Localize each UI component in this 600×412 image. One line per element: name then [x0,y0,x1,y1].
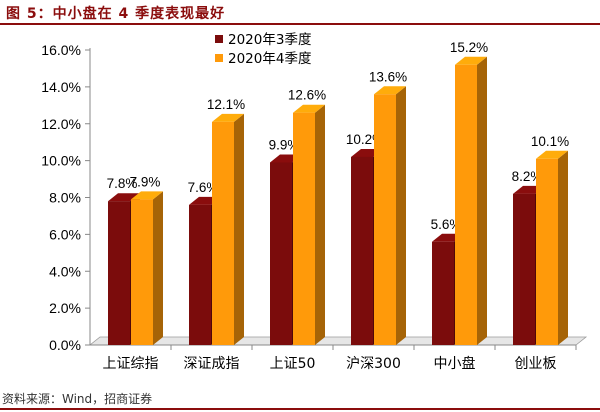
y-tick-label: 0.0% [49,337,81,353]
bar-q3 [432,241,454,345]
chart-floor [88,336,588,346]
bar-q4 [536,158,558,345]
x-tick-label: 中小盘 [434,355,476,372]
y-tick-label: 6.0% [49,226,81,242]
bar-q4-side [234,113,244,345]
bar-q4-label: 12.1% [207,97,245,112]
bar-q4-side [558,150,568,345]
bar-q4-label: 12.6% [288,88,326,103]
bar-q3 [351,156,373,345]
bar-q3 [513,193,535,345]
bar-q4-label: 7.9% [130,174,161,189]
bar-q3 [270,162,292,345]
legend-swatch [215,35,223,43]
bar-q4-top [293,104,325,113]
figure-title: 图 5：中小盘在 4 季度表现最好 [6,6,226,22]
y-tick-label: 10.0% [41,153,81,169]
bar-q4 [131,199,153,345]
bar-q3 [189,204,211,345]
bar-q4 [374,94,396,345]
legend-label: 2020年3季度 [228,32,311,48]
legend-label: 2020年4季度 [228,51,311,67]
bottom-rule [0,408,600,410]
x-tick-label: 上证50 [270,356,316,372]
bar-q4-top [374,86,406,95]
bar-q4-top [536,150,568,159]
y-tick-label: 16.0% [41,42,81,58]
bar-q4-side [315,104,325,345]
y-tick-label: 2.0% [49,300,81,316]
y-tick-label: 14.0% [41,79,81,95]
bar-q3-label: 5.6% [431,217,462,232]
bar-q4-label: 13.6% [369,69,407,84]
bar-q3 [108,201,130,345]
bar-q3-label: 9.9% [269,137,300,152]
y-tick-label: 8.0% [49,190,81,206]
x-tick-label: 上证综指 [103,356,159,372]
legend-swatch [215,54,223,62]
x-tick-label: 深证成指 [184,356,240,372]
bar-q4 [293,112,315,345]
bar-q4-label: 15.2% [450,40,488,55]
bar-q4 [455,64,477,345]
y-tick-label: 4.0% [49,263,81,279]
bar-q3-label: 7.8% [107,176,138,191]
y-tick-label: 12.0% [41,116,81,132]
bar-q4-side [477,56,487,345]
bar-q4 [212,121,234,345]
source-note: 资料来源：Wind，招商证券 [2,392,153,406]
title-rule [0,23,600,25]
bar-q3-label: 7.6% [188,180,219,195]
bar-q3-label: 8.2% [512,169,543,184]
bar-q4-side [396,86,406,345]
x-tick-label: 创业板 [515,356,557,372]
bar-q4-top [455,56,487,65]
bar-q4-label: 10.1% [531,134,569,149]
x-tick-label: 沪深300 [346,356,401,372]
bar-q4-top [131,191,163,200]
bar-q4-top [212,113,244,122]
bar-q4-side [153,191,163,345]
